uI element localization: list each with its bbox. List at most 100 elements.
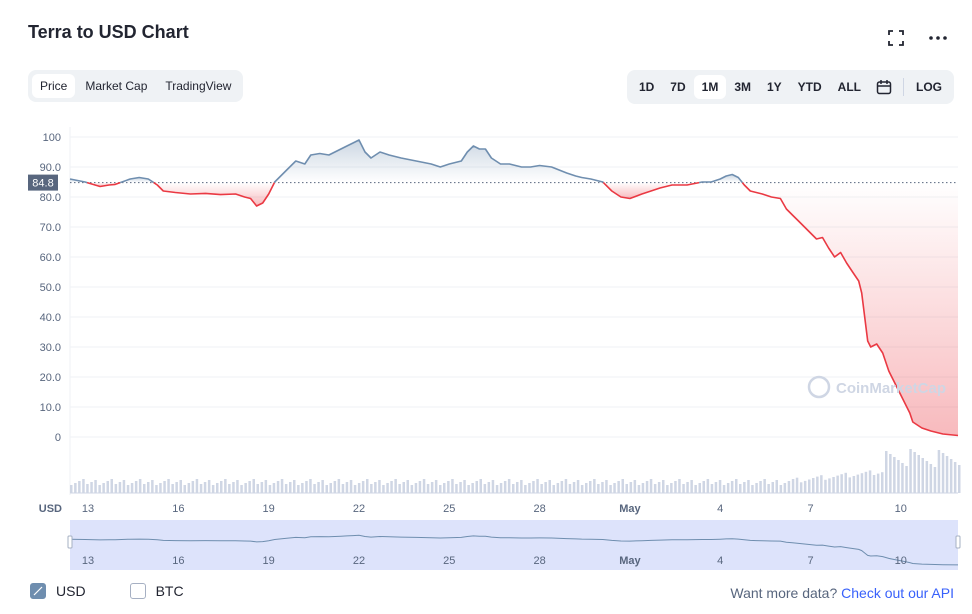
price-line-up [698, 173, 744, 184]
volume-bar [471, 483, 474, 493]
navigator-handle-right[interactable] [955, 535, 961, 549]
price-chart[interactable]: 100 90.0 80.0 70.0 60.0 50.0 40.0 30.0 20.0 10.0 0… [0, 115, 972, 575]
volume-bar [171, 484, 174, 493]
range-1m[interactable]: 1M [693, 75, 727, 99]
btc-checkbox[interactable] [129, 583, 146, 599]
price-line-up [69, 178, 88, 184]
volume-bar [885, 451, 888, 493]
volume-bar [844, 472, 847, 493]
api-link[interactable]: Check out our API [841, 585, 954, 601]
volume-bar [653, 484, 657, 493]
volume-bar [686, 482, 689, 493]
volume-bar [706, 479, 710, 493]
volume-bar [953, 462, 957, 493]
volume-bar [74, 483, 77, 493]
navigator-tick-label: 28 [533, 555, 545, 567]
volume-bar [755, 483, 758, 493]
range-3m[interactable]: 3M [734, 80, 751, 94]
watermark-icon [807, 375, 831, 399]
volume-bar [520, 480, 523, 493]
volume-bar [548, 480, 551, 493]
volume-bar [512, 484, 515, 493]
volume-bar [228, 484, 231, 493]
volume-bar [313, 484, 316, 493]
volume-bar [601, 482, 604, 493]
volume-bar [98, 485, 101, 493]
range-7d[interactable]: 7D [670, 80, 686, 94]
volume-bar [576, 480, 580, 493]
volume-bar [374, 482, 377, 493]
volume-bar [556, 483, 560, 493]
volume-bar [386, 483, 389, 493]
volume-bar [207, 480, 211, 493]
volume-bar [633, 480, 637, 493]
range-all[interactable]: ALL [837, 80, 861, 94]
volume-bar [657, 482, 661, 493]
range-ytd[interactable]: YTD [797, 80, 822, 94]
price-area-down [742, 182, 958, 436]
tab-market-cap[interactable]: Market Cap [85, 79, 148, 93]
volume-bar [609, 485, 612, 493]
volume-bar [483, 484, 487, 493]
volume-bar [187, 483, 191, 493]
price-line-down [741, 182, 959, 437]
navigator-handle-left[interactable] [67, 535, 73, 549]
volume-bar [499, 483, 503, 493]
volume-bar [191, 481, 195, 493]
volume-bar [430, 482, 434, 493]
volume-bar [836, 475, 839, 493]
volume-bar [394, 479, 397, 493]
volume-bar [613, 483, 616, 493]
volume-bar [913, 452, 916, 493]
volume-bar [118, 482, 122, 493]
range-1y[interactable]: 1Y [766, 80, 782, 94]
volume-bar [211, 485, 215, 493]
volume-bar [370, 484, 373, 493]
volume-bar [751, 485, 754, 493]
x-tick-label: May [619, 503, 641, 515]
volume-bar [422, 479, 426, 493]
calendar-icon[interactable] [869, 79, 899, 95]
volume-bar [199, 484, 203, 493]
volume-bar [621, 479, 624, 493]
more-icon[interactable] [928, 28, 948, 48]
volume-bar [824, 479, 827, 493]
tab-tradingview[interactable]: TradingView [165, 79, 232, 93]
volume-bar [532, 481, 535, 493]
volume-bar [893, 457, 896, 493]
navigator-tick-label: 4 [717, 555, 723, 567]
y-tick-label: 90.0 [40, 162, 61, 174]
range-1d[interactable]: 1D [638, 80, 655, 94]
volume-bar [138, 479, 142, 493]
tab-price[interactable]: Price [32, 74, 76, 98]
volume-bar [856, 474, 860, 493]
volume-bar [276, 481, 280, 493]
usd-checkbox[interactable] [30, 583, 46, 599]
volume-bar [475, 481, 478, 493]
volume-bar [945, 456, 949, 493]
volume-bar [260, 482, 264, 493]
fullscreen-icon[interactable] [886, 28, 906, 48]
volume-bar [406, 480, 409, 493]
volume-bar [860, 473, 864, 493]
volume-bar [467, 485, 470, 493]
y-tick-label: 40.0 [40, 312, 61, 324]
volume-bar [791, 479, 795, 493]
volume-bar [925, 461, 929, 493]
volume-bar [143, 484, 146, 493]
volume-bar [735, 479, 738, 493]
volume-bar [589, 481, 592, 493]
volume-bar [881, 472, 884, 493]
volume-bar [876, 473, 880, 493]
navigator-tick-label: 13 [82, 555, 94, 567]
log-toggle[interactable]: LOG [916, 80, 942, 94]
volume-bar [666, 485, 669, 493]
volume-bar [410, 485, 414, 493]
volume-bar [284, 484, 288, 493]
price-area-down [153, 182, 275, 206]
volume-bar [293, 480, 296, 493]
volume-bar [710, 484, 714, 493]
watermark-logo: CoinMarketCap [807, 375, 946, 399]
price-area-up [699, 174, 743, 183]
volume-bar [767, 484, 770, 493]
